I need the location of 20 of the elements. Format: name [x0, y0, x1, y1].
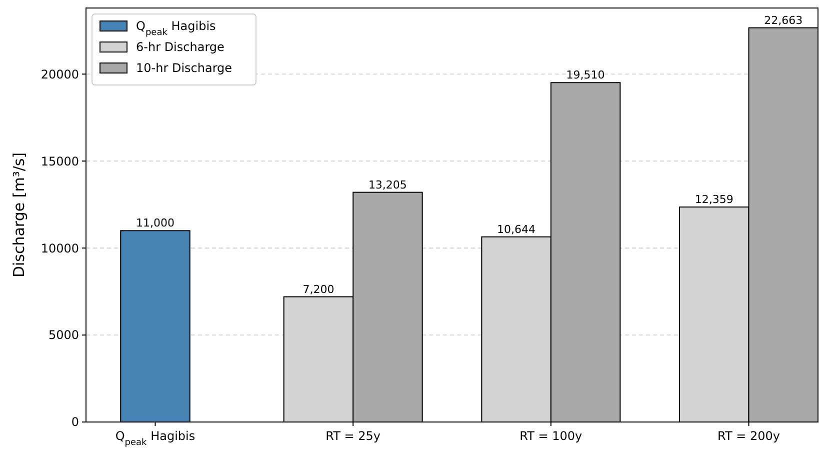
y-tick-label: 10000: [40, 241, 79, 256]
y-tick-label: 5000: [48, 328, 79, 342]
y-tick-label: 15000: [40, 154, 79, 168]
y-tick-label: 20000: [40, 67, 79, 82]
legend-label: 10-hr Discharge: [136, 61, 232, 75]
data-label: 19,510: [566, 68, 605, 82]
data-label: 11,000: [136, 216, 174, 230]
data-label: 22,663: [764, 14, 803, 27]
x-tick-label: RT = 200y: [718, 429, 780, 443]
x-tick-label: Q$_{peak}$ Hagibis: [115, 429, 196, 448]
data-label: 12,359: [694, 193, 734, 206]
data-label: 7,200: [302, 282, 334, 296]
y-axis-title: Discharge [m³/s]: [10, 152, 28, 278]
x-tick-label: RT = 25y: [326, 429, 381, 443]
y-tick-label: 0: [71, 415, 79, 430]
data-label: 13,205: [368, 178, 407, 192]
x-tick-label: RT = 100y: [520, 429, 582, 443]
data-label: 10,644: [497, 222, 536, 236]
legend-label: Q$_{peak}$ Hagibis: [136, 19, 216, 38]
legend-label: 6-hr Discharge: [136, 40, 224, 54]
